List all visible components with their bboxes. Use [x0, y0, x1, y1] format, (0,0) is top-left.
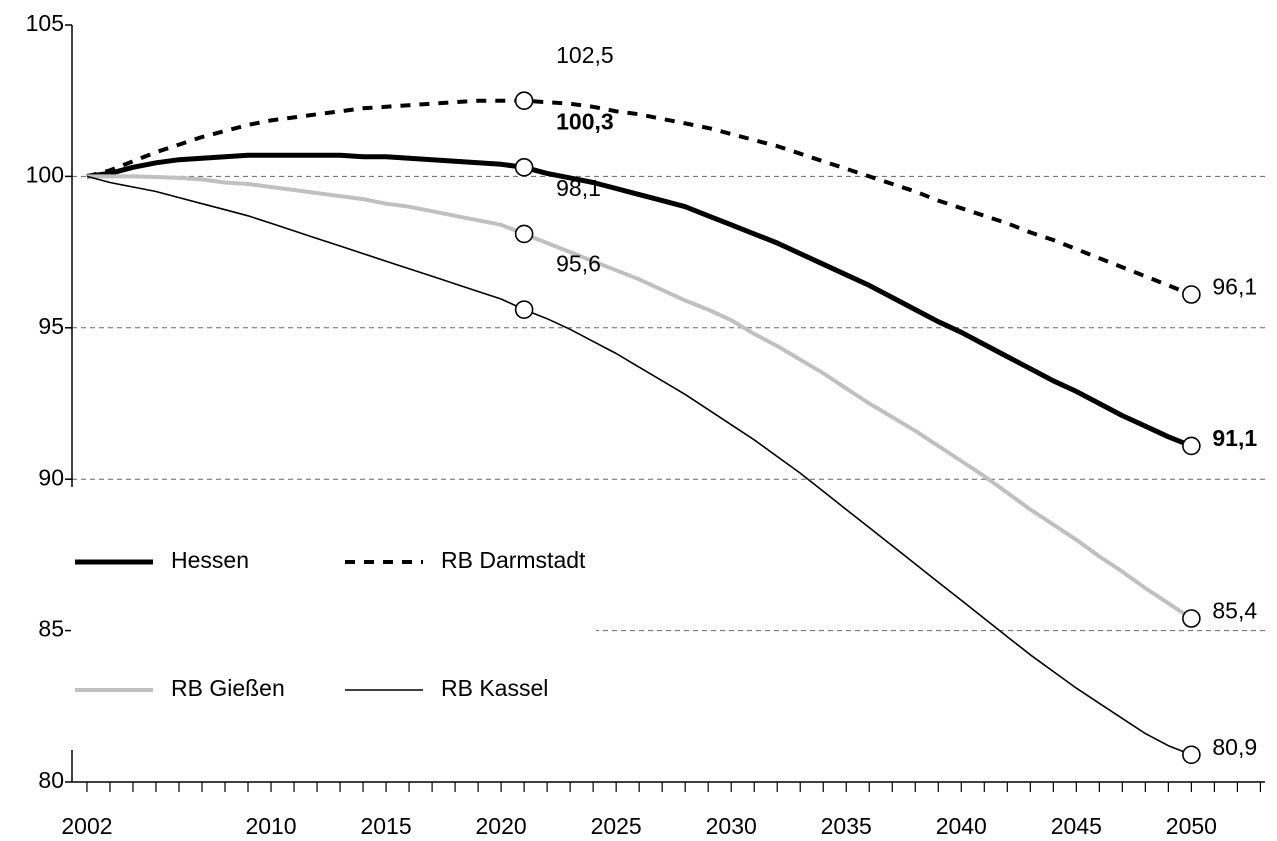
y-tick-label: 80	[38, 767, 64, 793]
y-tick-label: 85	[38, 616, 64, 642]
annotation-label: 98,1	[556, 175, 601, 201]
annotation-label: 95,6	[556, 251, 601, 277]
annotation-label: 80,9	[1212, 734, 1257, 760]
series-line	[86, 98, 1193, 297]
y-tick-label: 100	[26, 161, 64, 187]
x-tick-label: 2040	[936, 813, 987, 839]
x-tick-label: 2035	[821, 813, 872, 839]
annotation-marker	[514, 300, 534, 319]
series-line	[86, 175, 1192, 756]
x-tick-label: 2020	[476, 813, 527, 839]
y-tick-label: 105	[26, 10, 64, 36]
legend-box	[71, 487, 596, 750]
annotation-label: 96,1	[1212, 274, 1257, 300]
annotation-marker	[514, 158, 534, 177]
x-tick-label: 2030	[706, 813, 757, 839]
legend-label: RB Kassel	[441, 675, 548, 701]
annotation-label: 85,4	[1212, 598, 1257, 624]
legend-label: Hessen	[171, 547, 249, 573]
annotation-marker	[1182, 745, 1201, 765]
annotation-marker	[1182, 436, 1201, 456]
legend: Hessen RB Darmstadt RB Gießen RB Kassel	[71, 487, 596, 750]
x-tick-label: 2045	[1051, 813, 1102, 839]
series-line	[87, 174, 1193, 621]
legend-label: RB Darmstadt	[441, 547, 586, 573]
annotation-label: 102,5	[556, 42, 614, 68]
annotation-marker	[514, 224, 534, 244]
y-tick-label: 90	[38, 464, 64, 490]
x-tick-label: 2015	[360, 813, 411, 839]
annotation-marker	[1182, 285, 1201, 304]
x-tick-label: 2002	[61, 813, 112, 839]
x-tick-label: 2010	[245, 813, 296, 839]
series-line	[86, 152, 1193, 449]
annotation-label: 91,1	[1212, 425, 1257, 451]
y-tick-label: 95	[38, 313, 64, 339]
legend-label: RB Gießen	[171, 675, 285, 701]
annotation-marker	[514, 91, 534, 110]
annotation-label: 100,3	[556, 108, 614, 134]
x-tick-label: 2025	[591, 813, 642, 839]
annotation-marker	[1182, 609, 1201, 628]
x-tick-label: 2050	[1166, 813, 1217, 839]
